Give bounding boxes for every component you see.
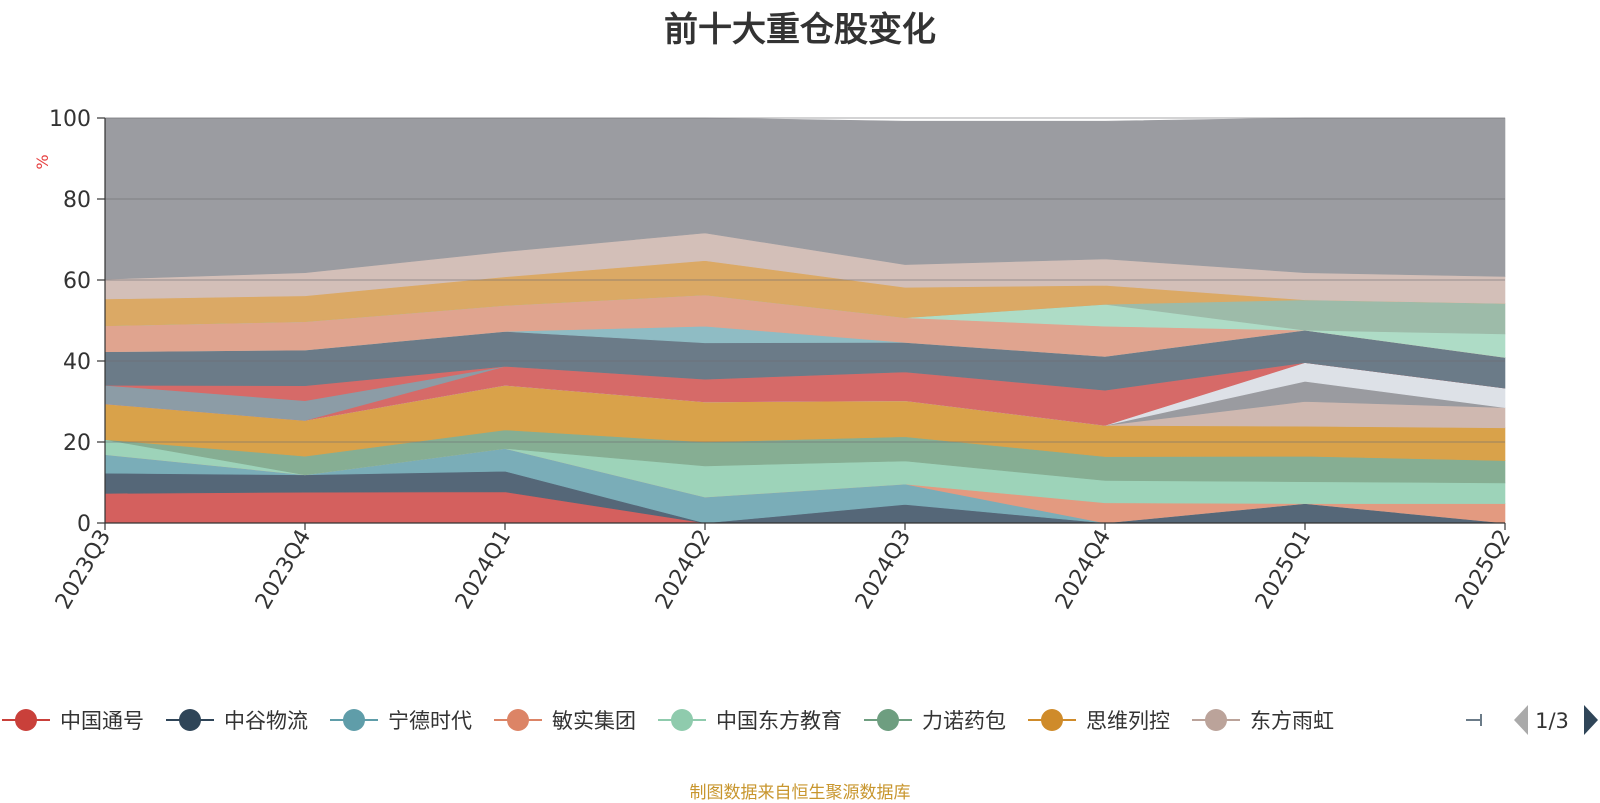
x-tick-label: 2024Q3 [851, 526, 916, 614]
y-tick-label: 20 [63, 431, 91, 456]
legend-marker-icon [507, 709, 529, 731]
legend-item-2[interactable]: 中谷物流 [166, 709, 308, 733]
legend-marker-icon [179, 709, 201, 731]
legend: 中国通号 中谷物流 宁德时代 敏实集团 中国东方教育 力诺药包 思维列控 东方雨虹 1/3 [2, 705, 1598, 735]
legend-next-page-icon[interactable] [1584, 705, 1598, 735]
legend-label: 中国东方教育 [716, 709, 842, 733]
legend-label: 敏实集团 [552, 709, 636, 733]
stacked-areas [104, 117, 1506, 524]
data-source-note: 制图数据来自恒生聚源数据库 [689, 783, 911, 803]
legend-item-7[interactable]: 思维列控 [1028, 709, 1170, 733]
legend-marker-icon [877, 709, 899, 731]
legend-label: 东方雨虹 [1250, 709, 1334, 733]
legend-label: 中谷物流 [224, 709, 308, 733]
x-tick-label: 2024Q1 [451, 526, 516, 614]
legend-label: 中国通号 [60, 709, 144, 733]
y-tick-label: 40 [63, 350, 91, 375]
legend-item-3[interactable]: 宁德时代 [330, 709, 472, 733]
y-tick-label: 80 [63, 188, 91, 213]
y-tick-label: 100 [49, 107, 91, 132]
legend-item-4[interactable]: 敏实集团 [494, 709, 636, 733]
legend-marker-icon [671, 709, 693, 731]
legend-marker-icon [15, 709, 37, 731]
legend-marker-icon [1205, 709, 1227, 731]
legend-item-1[interactable]: 中国通号 [2, 709, 144, 733]
legend-marker-icon [1041, 709, 1063, 731]
legend-item-6[interactable]: 力诺药包 [864, 709, 1006, 733]
y-tick-label: 0 [77, 512, 91, 537]
y-axis-label: % [33, 154, 52, 169]
legend-item-5[interactable]: 中国东方教育 [658, 709, 842, 733]
legend-item-8[interactable]: 东方雨虹 [1192, 709, 1334, 733]
legend-prev-page-icon[interactable] [1514, 705, 1528, 735]
legend-label: 思维列控 [1086, 709, 1170, 733]
legend-page-indicator: 1/3 [1535, 709, 1569, 733]
grid-lines [105, 117, 1505, 443]
x-tick-label: 2025Q2 [1451, 526, 1516, 614]
legend-label: 宁德时代 [388, 709, 472, 733]
x-tick-label: 2023Q3 [51, 526, 116, 614]
x-tick-label: 2024Q4 [1051, 526, 1116, 614]
legend-marker-icon [343, 709, 365, 731]
x-tick-label: 2023Q4 [251, 526, 316, 614]
y-tick-label: 60 [63, 269, 91, 294]
x-tick-label: 2025Q1 [1251, 526, 1316, 614]
chart-title: 前十大重仓股变化 [664, 10, 936, 50]
legend-label: 力诺药包 [922, 709, 1006, 733]
x-tick-label: 2024Q2 [651, 526, 716, 614]
